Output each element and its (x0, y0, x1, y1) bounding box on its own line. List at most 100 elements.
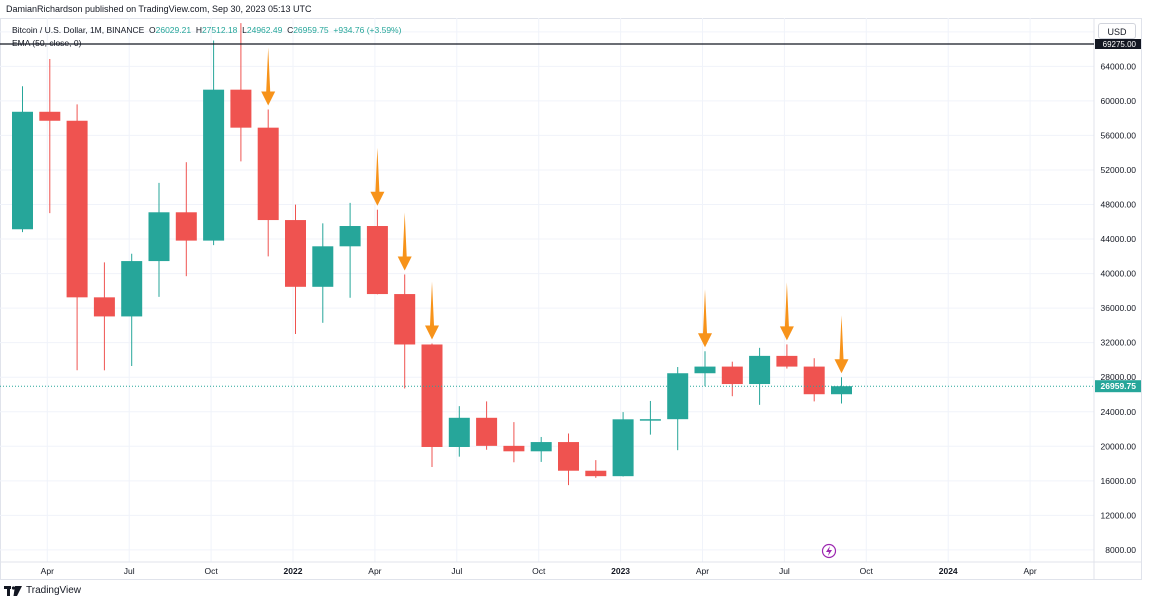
candle (667, 367, 689, 451)
candle-body (803, 366, 825, 395)
candle-body (667, 373, 689, 420)
legend-close: 26959.75 (293, 25, 329, 35)
tradingview-logo-text: TradingView (26, 585, 82, 596)
y-tick-label: 36000.00 (1101, 303, 1137, 313)
candle-body (639, 419, 661, 421)
candle-body (476, 417, 498, 446)
candle (203, 40, 225, 246)
candle-body (66, 120, 88, 298)
tradingview-logo-icon (4, 585, 22, 596)
candle (448, 406, 470, 457)
x-tick-label: Jul (779, 566, 790, 576)
candle-body (585, 470, 607, 477)
x-tick-label: Jul (451, 566, 462, 576)
candle-body (694, 366, 716, 374)
candle-body (230, 89, 252, 128)
y-tick-label: 44000.00 (1101, 234, 1137, 244)
annotation-arrow (834, 315, 849, 374)
annotation-arrow-shape (834, 315, 849, 374)
x-tick-label: Oct (532, 566, 546, 576)
candle-body (257, 127, 279, 221)
candle-body (12, 111, 33, 230)
y-tick-label: 24000.00 (1101, 407, 1137, 417)
x-tick-label: Apr (368, 566, 381, 576)
candle-body (339, 226, 361, 247)
tradingview-logo: TradingView (4, 585, 81, 596)
candle (694, 351, 716, 387)
candle (394, 274, 416, 389)
y-tick-label: 56000.00 (1101, 130, 1137, 140)
annotation-arrow (698, 289, 712, 348)
candle-body (175, 212, 197, 241)
candle (66, 104, 88, 371)
x-tick-label: Apr (696, 566, 709, 576)
annotation-arrow-shape (698, 289, 712, 348)
candle-body (121, 261, 143, 317)
y-tick-label: 52000.00 (1101, 165, 1137, 175)
x-tick-label: 2022 (284, 566, 303, 576)
candle (39, 59, 61, 214)
candle (831, 377, 852, 404)
candles (12, 23, 852, 486)
x-tick-label: Jul (124, 566, 135, 576)
candlestick-chart[interactable]: 8000.0012000.0016000.0020000.0024000.002… (0, 18, 1142, 580)
candle-body (831, 386, 852, 395)
legend-ohlc-row: Bitcoin / U.S. Dollar, 1M, BINANCE O2602… (12, 24, 401, 37)
candle-body (749, 355, 771, 385)
candle-body (312, 246, 334, 287)
currency-button[interactable]: USD (1098, 23, 1136, 39)
candle-body (530, 442, 552, 452)
horizontal-line-label-bg (1095, 39, 1141, 49)
candle (93, 262, 115, 371)
candle-body (366, 226, 388, 295)
candle-body (285, 220, 306, 287)
last-price-label: 26959.75 (1101, 381, 1137, 391)
candle (503, 422, 525, 463)
legend-open-label: O (149, 25, 156, 35)
y-tick-label: 48000.00 (1101, 200, 1137, 210)
annotation-arrow (261, 47, 276, 106)
y-tick-label: 64000.00 (1101, 61, 1137, 71)
candle (257, 109, 279, 257)
annotation-arrow-shape (261, 47, 276, 106)
annotation-arrow-shape (779, 282, 794, 341)
candle (721, 361, 743, 397)
y-tick-label: 20000.00 (1101, 441, 1137, 451)
candle (749, 347, 771, 405)
candle-body (612, 419, 634, 477)
annotation-arrow (397, 212, 412, 271)
annotation-arrow (425, 281, 439, 340)
replay-icon[interactable] (821, 543, 837, 559)
candle-body (148, 212, 170, 262)
candle (639, 400, 661, 435)
y-tick-label: 60000.00 (1101, 96, 1137, 106)
x-tick-label: 2024 (939, 566, 958, 576)
candle (803, 358, 825, 402)
legend-low-label: L (242, 25, 247, 35)
annotation-arrow (370, 147, 385, 206)
candle (121, 253, 143, 366)
candle (148, 182, 170, 297)
legend-indicator[interactable]: EMA (50, close, 0) (12, 38, 82, 48)
candle (175, 162, 197, 277)
candle (312, 223, 334, 323)
price-overlays: 26959.75 69275.00 (0, 39, 1141, 559)
candle (558, 433, 579, 486)
candle-body (776, 355, 798, 367)
candle-body (721, 366, 743, 385)
chart-frame (0, 18, 1142, 580)
candle (12, 86, 33, 233)
x-tick-label: Oct (204, 566, 218, 576)
annotation-arrow-shape (397, 212, 412, 271)
candle (285, 204, 306, 335)
y-tick-label: 8000.00 (1105, 545, 1136, 555)
horizontal-line-label: 69275.00 (1103, 40, 1137, 49)
candle (366, 209, 388, 295)
legend-open: 26029.21 (155, 25, 192, 35)
candle-body (448, 417, 470, 447)
y-tick-label: 12000.00 (1101, 510, 1137, 520)
y-tick-label: 32000.00 (1101, 338, 1137, 348)
x-tick-label: Apr (1023, 566, 1036, 576)
y-tick-label: 40000.00 (1101, 269, 1137, 279)
x-tick-label: 2023 (611, 566, 630, 576)
